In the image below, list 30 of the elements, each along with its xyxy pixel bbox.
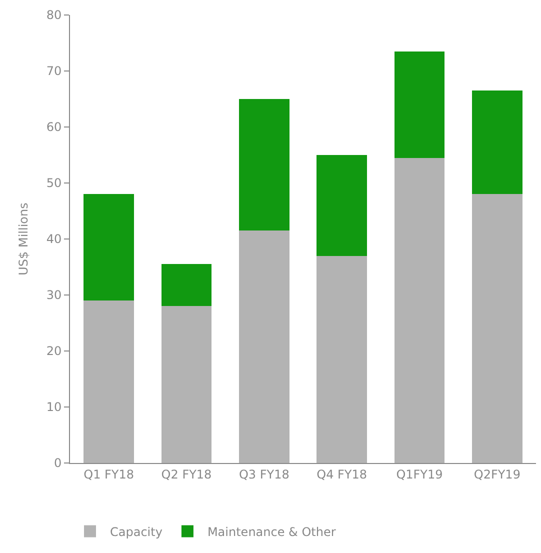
bar bbox=[316, 256, 368, 463]
y-tick-label: 30 bbox=[46, 288, 62, 302]
bar bbox=[161, 306, 212, 463]
bar bbox=[472, 194, 522, 463]
y-tick-label: 0 bbox=[54, 456, 62, 470]
bar bbox=[84, 300, 134, 463]
y-tick-label: 80 bbox=[46, 8, 62, 22]
legend-label: Maintenance & Other bbox=[207, 524, 336, 539]
y-axis-title: US$ Millions bbox=[16, 202, 31, 276]
bar bbox=[84, 194, 134, 301]
y-tick-label: 20 bbox=[46, 344, 62, 358]
bar bbox=[316, 155, 368, 256]
x-tick-label: Q2FY19 bbox=[474, 467, 520, 482]
x-tick-label: Q3 FY18 bbox=[238, 467, 290, 482]
y-tick-label: 50 bbox=[46, 176, 62, 190]
x-tick-label: Q4 FY18 bbox=[316, 467, 368, 482]
bar bbox=[238, 99, 290, 231]
bar bbox=[394, 51, 445, 158]
x-tick-label: Q2 FY18 bbox=[161, 467, 212, 482]
bar bbox=[161, 264, 212, 306]
y-tick-label: 40 bbox=[46, 232, 62, 246]
bar bbox=[238, 230, 290, 463]
y-tick-label: 70 bbox=[46, 64, 62, 78]
x-tick-label: Q1FY19 bbox=[396, 467, 443, 482]
y-tick-label: 60 bbox=[46, 120, 62, 134]
legend-label: Capacity bbox=[110, 524, 162, 539]
bar bbox=[394, 158, 445, 463]
x-tick-label: Q1 FY18 bbox=[84, 467, 134, 482]
bar bbox=[472, 90, 522, 194]
y-tick-label: 10 bbox=[46, 400, 62, 414]
